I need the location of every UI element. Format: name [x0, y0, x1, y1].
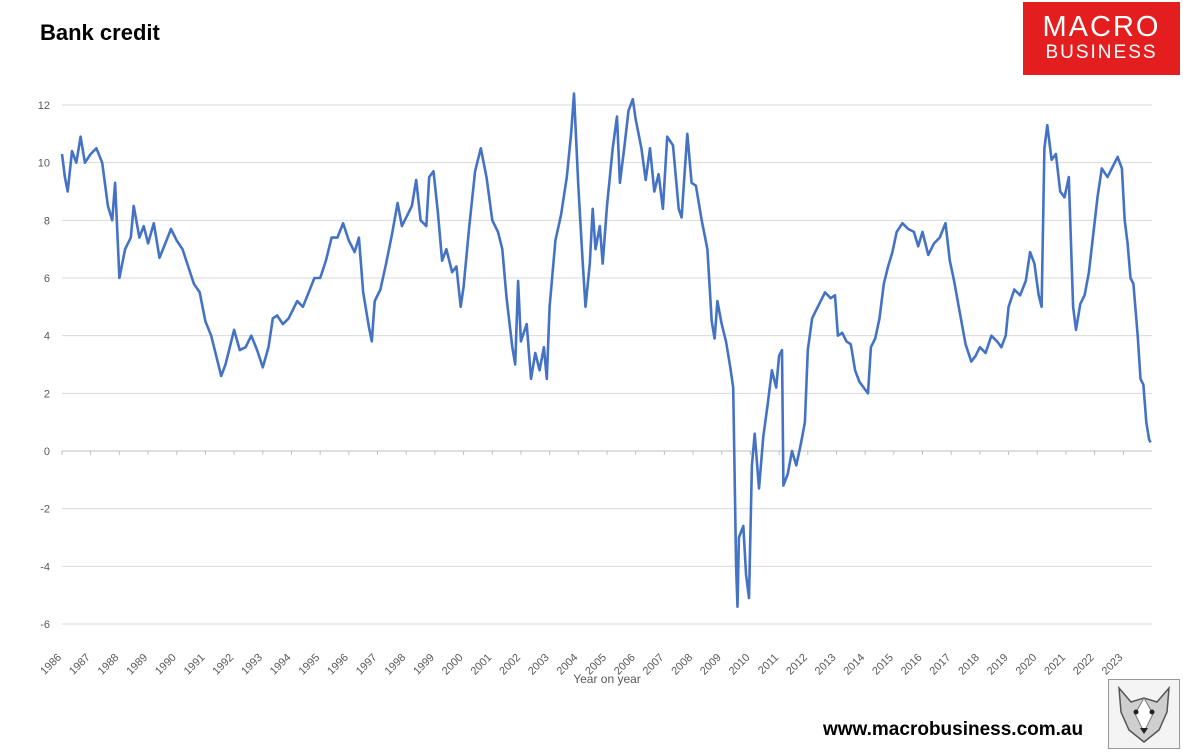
y-tick-label: -6	[40, 619, 50, 631]
x-tick-label: 2021	[1042, 652, 1068, 678]
x-tick-label: 2019	[985, 652, 1011, 678]
x-tick-label: 2020	[1014, 652, 1040, 678]
y-tick-label: 2	[44, 388, 50, 400]
x-tick-label: 2007	[641, 652, 667, 678]
chart-title: Bank credit	[40, 20, 160, 45]
x-tick-label: 2008	[669, 652, 695, 678]
x-tick-label: 2022	[1071, 652, 1097, 678]
x-tick-label: 1995	[296, 652, 322, 678]
x-tick-label: 1999	[411, 652, 437, 678]
x-tick-label: 1997	[354, 652, 380, 678]
footer-url[interactable]: www.macrobusiness.com.au	[823, 719, 1084, 740]
y-tick-label: 0	[44, 446, 50, 458]
x-tick-label: 1994	[268, 652, 294, 678]
x-tick-label: 2009	[698, 652, 724, 678]
x-tick-label: 2002	[497, 652, 523, 678]
x-tick-label: 1986	[38, 652, 64, 678]
x-tick-label: 1990	[153, 652, 179, 678]
x-tick-label: 2018	[956, 652, 982, 678]
series-line-bank-credit	[60, 92, 1152, 608]
logo-line-2: BUSINESS	[1045, 42, 1158, 63]
x-tick-label: 1993	[239, 652, 265, 678]
wolf-logo-icon	[1108, 679, 1180, 749]
x-tick-label: 2011	[756, 652, 781, 677]
x-tick-label: 2017	[928, 652, 954, 678]
y-tick-label: -2	[40, 504, 50, 516]
y-axis-ticks: -6 -4 -2 0 2 4 6 8 10 12	[38, 100, 50, 631]
x-tick-label: 2001	[469, 652, 495, 678]
x-tick-label: 1991	[182, 652, 208, 678]
y-tick-label: 8	[44, 215, 50, 227]
x-tick-label: 2016	[899, 652, 925, 678]
x-tick-label: 2012	[784, 652, 810, 678]
x-tick-label: 2013	[813, 652, 839, 678]
macro-business-logo[interactable]: MACRO BUSINESS	[1023, 2, 1180, 75]
x-axis-label: Year on year	[573, 672, 641, 686]
x-tick-label: 1996	[325, 652, 351, 678]
x-tick-label: 2010	[727, 652, 753, 678]
x-tick-label: 1987	[67, 652, 93, 678]
y-tick-label: -4	[40, 561, 50, 573]
x-tick-label: 1989	[124, 652, 150, 678]
y-tick-label: 10	[38, 158, 50, 170]
x-axis-ticks: 1986 1987 1988 1989 1990 1991 1992 1993 1994 1995…	[38, 451, 1125, 677]
x-tick-label: 2015	[870, 652, 896, 678]
x-tick-label: 2003	[526, 652, 552, 678]
x-tick-label: 1992	[210, 652, 236, 678]
x-tick-label: 1998	[383, 652, 409, 678]
y-tick-label: 6	[44, 273, 50, 285]
x-tick-label: 1988	[96, 652, 122, 678]
x-tick-label: 2000	[440, 652, 466, 678]
logo-line-1: MACRO	[1042, 11, 1161, 43]
x-tick-label: 2014	[841, 652, 867, 678]
y-tick-label: 12	[38, 100, 50, 112]
x-tick-label: 2023	[1100, 652, 1126, 678]
y-tick-label: 4	[44, 331, 50, 343]
